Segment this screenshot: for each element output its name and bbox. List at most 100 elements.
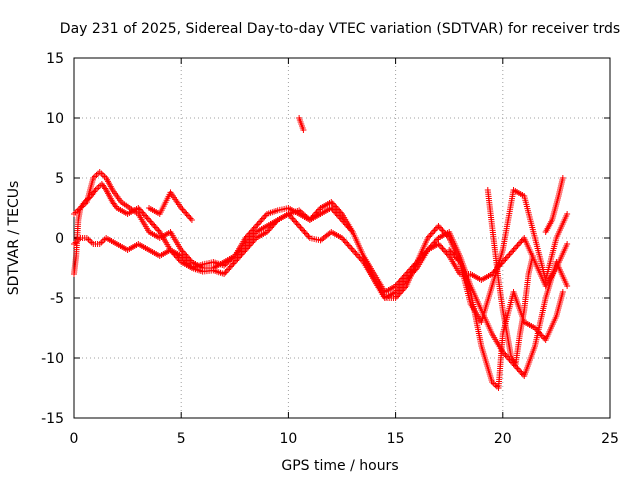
data-point bbox=[443, 250, 450, 256]
series-trace-8 bbox=[484, 187, 536, 367]
data-point bbox=[333, 211, 340, 217]
data-point bbox=[529, 253, 536, 259]
data-point bbox=[395, 280, 402, 286]
data-point bbox=[147, 218, 154, 225]
data-point bbox=[351, 248, 358, 255]
data-point bbox=[293, 220, 300, 226]
data-point bbox=[336, 214, 343, 220]
data-point bbox=[431, 227, 438, 234]
data-point bbox=[146, 217, 153, 223]
data-point bbox=[336, 208, 343, 214]
data-point bbox=[247, 229, 254, 235]
x-tick-label: 0 bbox=[70, 431, 79, 447]
data-point bbox=[435, 223, 442, 229]
x-axis-label: GPS time / hours bbox=[281, 458, 398, 474]
data-point bbox=[245, 244, 252, 250]
data-point bbox=[259, 215, 266, 222]
data-point bbox=[515, 241, 522, 247]
data-point bbox=[301, 229, 308, 235]
y-tick-label: 15 bbox=[46, 51, 64, 67]
data-point bbox=[439, 245, 446, 252]
data-point bbox=[247, 235, 254, 241]
data-point bbox=[188, 217, 195, 223]
data-point bbox=[564, 283, 571, 289]
series-trace-2 bbox=[71, 205, 571, 295]
data-point bbox=[304, 232, 311, 238]
y-tick-label: -5 bbox=[50, 291, 64, 307]
data-point bbox=[399, 287, 406, 294]
data-point bbox=[332, 209, 339, 216]
data-point bbox=[341, 238, 348, 244]
axis-ticks bbox=[73, 57, 611, 419]
data-point bbox=[428, 230, 435, 237]
data-point bbox=[515, 367, 522, 373]
data-point bbox=[432, 238, 439, 244]
data-point bbox=[436, 242, 443, 249]
data-point bbox=[427, 232, 434, 238]
data-point bbox=[564, 211, 571, 217]
data-point bbox=[186, 214, 193, 220]
data-point bbox=[246, 230, 253, 237]
data-point bbox=[297, 224, 304, 231]
data-marks bbox=[71, 115, 571, 391]
series-trace-7 bbox=[542, 175, 566, 235]
data-point bbox=[347, 244, 354, 250]
data-point bbox=[290, 217, 297, 223]
data-point bbox=[255, 220, 262, 226]
data-point bbox=[144, 215, 151, 222]
data-point bbox=[349, 247, 356, 253]
data-point bbox=[329, 206, 336, 213]
data-point bbox=[241, 248, 248, 255]
data-point bbox=[302, 230, 309, 237]
data-point bbox=[397, 277, 404, 283]
data-point bbox=[400, 286, 407, 292]
data-point bbox=[559, 289, 566, 295]
data-point bbox=[250, 238, 257, 244]
data-point bbox=[261, 214, 268, 220]
x-tick-labels: 0 5 10 15 20 25 bbox=[70, 431, 619, 447]
data-point bbox=[184, 212, 191, 219]
data-point bbox=[258, 217, 265, 223]
data-point bbox=[222, 269, 229, 276]
y-axis-label: SDTVAR / TECUs bbox=[6, 181, 22, 296]
data-point bbox=[184, 254, 191, 261]
data-point bbox=[442, 248, 449, 255]
x-tick-label: 10 bbox=[279, 431, 297, 447]
x-tick-label: 20 bbox=[494, 431, 512, 447]
data-point bbox=[182, 209, 189, 216]
y-tick-label: -10 bbox=[41, 351, 64, 367]
data-point bbox=[292, 218, 299, 225]
data-point bbox=[440, 247, 447, 253]
data-point bbox=[432, 226, 439, 232]
data-point bbox=[175, 256, 182, 262]
data-point bbox=[334, 206, 341, 213]
data-point bbox=[187, 215, 194, 222]
y-tick-label: -15 bbox=[41, 411, 64, 427]
data-point bbox=[518, 370, 525, 376]
data-point bbox=[518, 238, 525, 244]
data-point bbox=[345, 242, 352, 249]
data-point bbox=[183, 211, 190, 217]
data-point bbox=[249, 233, 256, 240]
data-point bbox=[186, 256, 193, 262]
data-point bbox=[180, 208, 187, 214]
data-point bbox=[436, 224, 443, 231]
data-point bbox=[300, 127, 307, 133]
data-point bbox=[559, 175, 566, 181]
data-point bbox=[397, 283, 404, 289]
data-point bbox=[505, 253, 512, 259]
data-point bbox=[438, 226, 445, 232]
data-point bbox=[300, 227, 307, 234]
data-point bbox=[152, 224, 159, 231]
data-point bbox=[396, 284, 403, 291]
data-point bbox=[249, 227, 256, 234]
data-point bbox=[503, 254, 510, 261]
data-point bbox=[430, 229, 437, 235]
data-point bbox=[246, 242, 253, 249]
x-tick-label: 15 bbox=[387, 431, 405, 447]
data-point bbox=[400, 280, 407, 286]
data-point bbox=[298, 226, 305, 232]
data-point bbox=[148, 220, 155, 226]
x-tick-label: 25 bbox=[601, 431, 619, 447]
